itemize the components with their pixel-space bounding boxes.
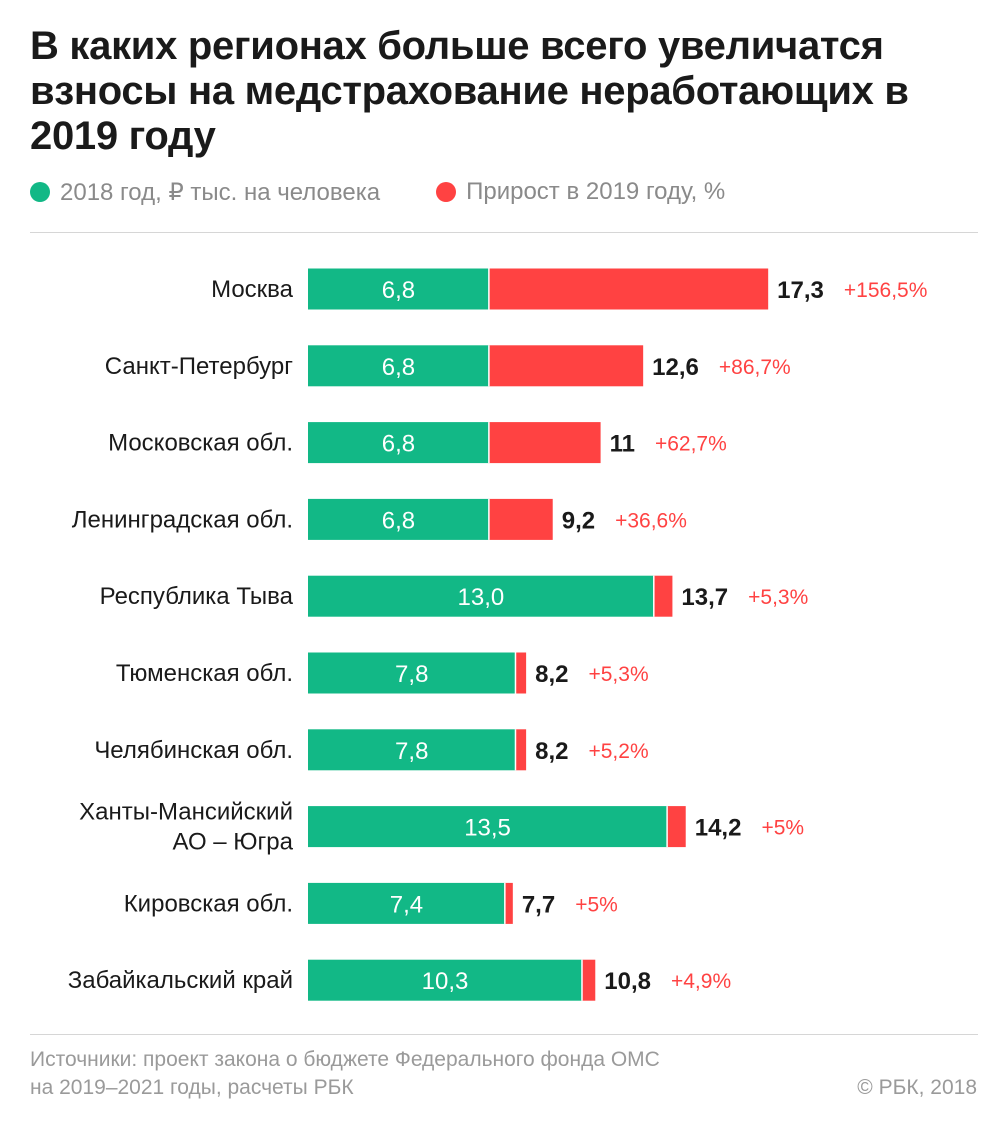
total-value-label: 14,2 [695,815,742,842]
bar-separator [504,882,506,924]
growth-percent-label: +5,3% [588,663,648,686]
legend-swatch-base [30,182,50,202]
category-label-line: Тюменская обл. [116,660,293,687]
base-value-label: 7,4 [390,891,423,918]
category-label-line: Забайкальский край [68,967,293,994]
bar-base-2018 [308,345,489,387]
base-value-label: 7,8 [395,738,428,765]
legend-item-base: 2018 год, ₽ тыс. на человека [30,178,380,207]
bar-chart: Москва 6,8 17,3 +156,5% Санкт-Петербург 6,8 12… [68,268,928,1001]
legend-item-growth: Прирост в 2019 году, % [436,178,725,206]
base-value-label: 7,8 [395,661,428,688]
total-value-label: 10,8 [604,968,651,995]
legend-swatch-growth [436,182,457,202]
category-label: Тюменская обл. [116,660,293,687]
total-value-label: 17,3 [777,277,824,304]
divider-bottom [30,1034,978,1035]
category-label: Забайкальский край [68,967,293,994]
bar-base-2018 [308,806,668,848]
category-label-line: АО – Югра [172,829,293,856]
bar-base-2018 [308,268,489,310]
copyright: © РБК, 2018 [857,1076,977,1099]
category-label: Санкт-Петербург [105,353,293,380]
legend-label-base: 2018 год, ₽ тыс. на человека [60,178,381,206]
category-label-line: Ленинградская обл. [72,506,293,533]
total-value-label: 8,2 [535,661,568,688]
bar-separator [488,498,490,540]
divider-top [30,232,978,233]
bar-growth-2019 [515,652,527,694]
category-label-line: Кировская обл. [124,890,293,917]
growth-percent-label: +5,3% [748,586,808,609]
legend: 2018 год, ₽ тыс. на человека Прирост в 2… [30,176,781,208]
category-label-line: Санкт-Петербург [105,353,293,380]
growth-percent-label: +5% [575,893,618,916]
category-label: Москва [211,276,294,303]
bar-base-2018 [308,652,516,694]
category-label-line: Московская обл. [108,430,293,457]
growth-percent-label: +5% [761,817,804,840]
bar-base-2018 [308,729,516,771]
bar-base-2018 [308,882,505,924]
bar-growth-2019 [667,806,686,848]
growth-percent-label: +86,7% [719,356,791,379]
bar-separator [653,575,655,617]
category-label: Московская обл. [108,430,293,457]
bar-base-2018 [308,575,654,617]
bar-separator [581,959,583,1001]
growth-percent-label: +4,9% [671,970,731,993]
base-value-label: 6,8 [382,507,415,534]
base-value-label: 6,8 [382,354,415,381]
category-label: Челябинская обл. [94,737,293,764]
bar-base-2018 [308,498,489,540]
total-value-label: 7,7 [522,891,555,918]
bar-growth-2019 [653,575,673,617]
base-value-label: 13,0 [458,584,505,611]
source-line-1: Источники: проект закона о бюджете Федер… [30,1048,660,1071]
total-value-label: 8,2 [535,738,568,765]
bar-growth-2019 [515,729,527,771]
legend-label-growth: Прирост в 2019 году, % [466,178,726,205]
category-label-line: Челябинская обл. [94,737,293,764]
base-value-label: 13,5 [464,815,511,842]
growth-percent-label: +62,7% [655,433,727,456]
category-label-line: Ханты-Мансийский [79,799,293,826]
bar-growth-2019 [504,882,513,924]
growth-percent-label: +156,5% [844,279,928,302]
bar-growth-2019 [488,268,769,310]
bar-growth-2019 [488,422,601,464]
bar-separator [514,652,517,694]
growth-percent-label: +36,6% [615,509,687,532]
bar-separator [514,729,517,771]
bar-growth-2019 [581,959,596,1001]
base-value-label: 10,3 [422,968,469,995]
category-label: Ханты-Мансийский АО – Югра [79,799,293,856]
category-label: Кировская обл. [124,890,293,917]
bar-growth-2019 [488,498,553,540]
bar-growth-2019 [488,345,644,387]
total-value-label: 12,6 [652,354,699,381]
total-value-label: 11 [610,431,635,458]
base-value-label: 6,8 [382,431,415,458]
bar-separator [666,806,668,848]
category-label-line: Республика Тыва [100,583,294,610]
source-note: Источники: проект закона о бюджете Федер… [30,1046,830,1102]
source-line-2: на 2019–2021 годы, расчеты РБК [30,1076,354,1099]
bar-separator [488,422,490,464]
bar-separator [488,345,490,387]
category-label: Республика Тыва [100,583,294,610]
chart-title: В каких регионах больше всего увеличатся… [30,24,909,158]
bar-base-2018 [308,422,489,464]
bar-base-2018 [308,959,582,1001]
base-value-label: 6,8 [382,277,415,304]
growth-percent-label: +5,2% [588,740,648,763]
bar-separator [488,268,490,310]
total-value-label: 9,2 [562,507,595,534]
category-label-line: Москва [211,276,294,303]
total-value-label: 13,7 [681,584,728,611]
category-label: Ленинградская обл. [72,506,293,533]
